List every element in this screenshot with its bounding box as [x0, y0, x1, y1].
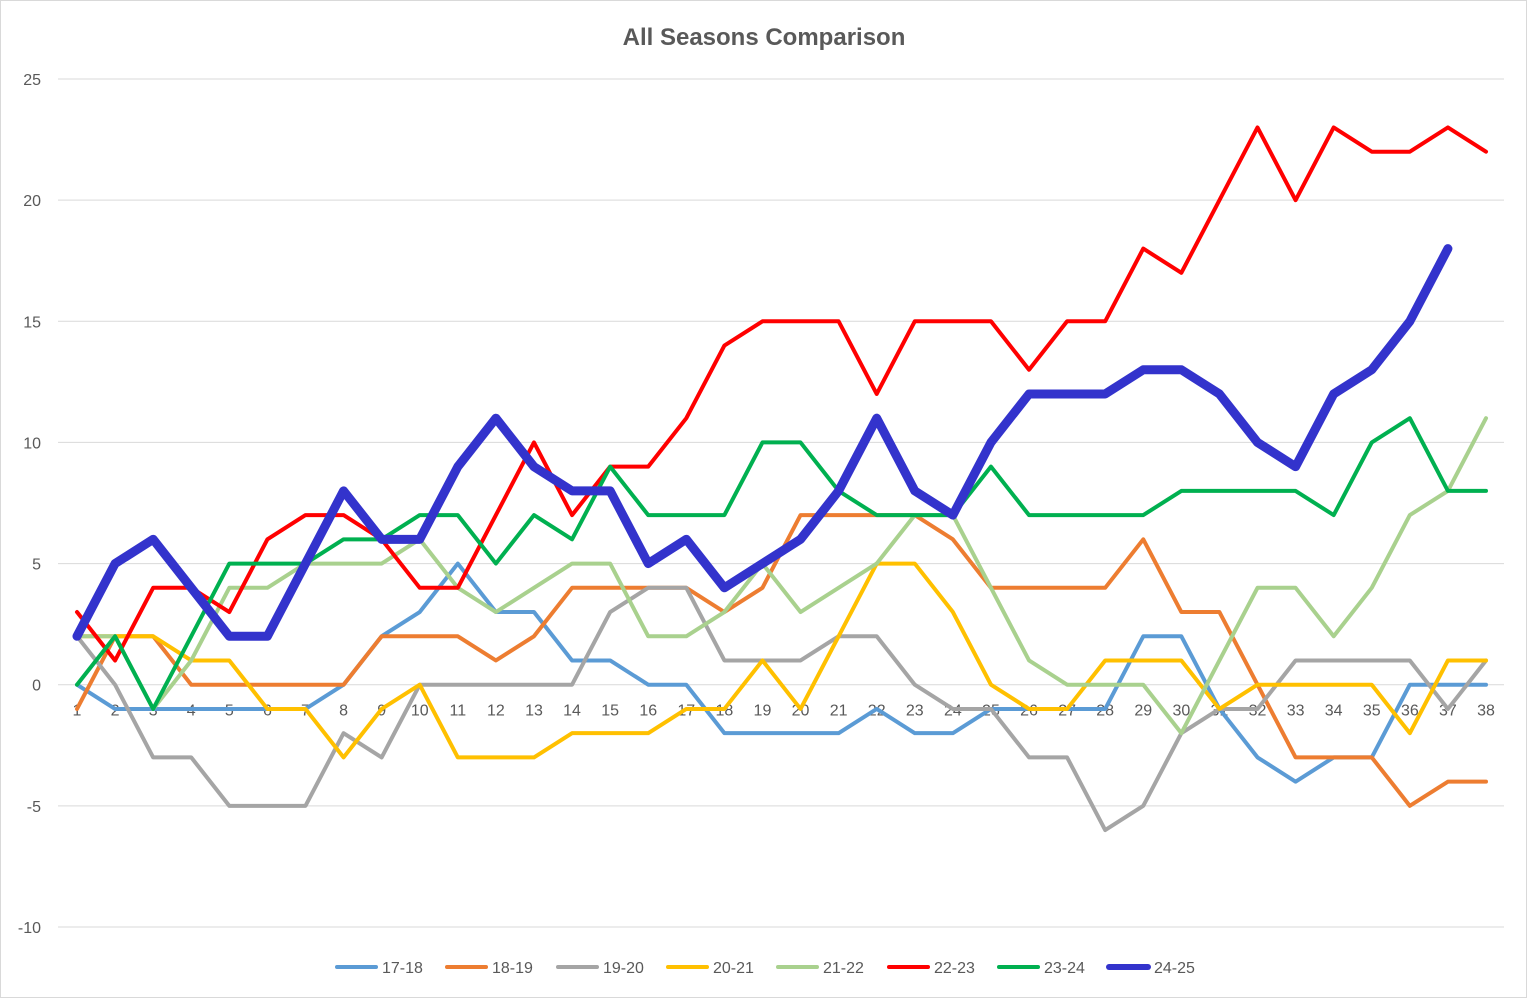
legend-label-18-19: 18-19	[492, 960, 533, 977]
x-tick-label: 34	[1325, 703, 1343, 720]
y-axis-ticks: -10 -5 0 5 10 15 20 25	[18, 72, 41, 937]
x-tick-label: 29	[1134, 703, 1152, 720]
legend-label-19-20: 19-20	[603, 960, 644, 977]
x-tick-label: 20	[792, 703, 810, 720]
y-tick-label: -5	[27, 799, 41, 816]
y-tick-label: 25	[23, 72, 41, 89]
x-tick-label: 21	[830, 703, 848, 720]
y-tick-label: 0	[32, 678, 41, 695]
x-tick-label: 38	[1477, 703, 1495, 720]
x-tick-label: 19	[754, 703, 772, 720]
x-axis-ticks: 1 2 3 4 5 6 7 8 9 10 11 12 13 14 15 16 17 18 19 20 21 22 23 24 2…	[73, 703, 1495, 720]
legend-label-21-22: 21-22	[823, 960, 864, 977]
x-tick-label: 30	[1172, 703, 1190, 720]
x-tick-label: 3	[149, 703, 158, 720]
series-line-20-21	[75, 561, 1488, 760]
legend: 17-18 18-19 19-20 20-21 21-22 22-23 23-24 24-25	[335, 960, 1195, 977]
x-tick-label: 36	[1401, 703, 1419, 720]
x-tick-label: 8	[339, 703, 348, 720]
x-tick-label: 33	[1287, 703, 1305, 720]
x-tick-label: 1	[73, 703, 82, 720]
x-tick-label: 5	[225, 703, 234, 720]
chart-title: All Seasons Comparison	[623, 24, 906, 51]
x-tick-label: 37	[1439, 703, 1457, 720]
x-tick-label: 32	[1249, 703, 1267, 720]
y-tick-label: 10	[23, 435, 41, 452]
legend-label-23-24: 23-24	[1044, 960, 1085, 977]
series-line-22-23	[75, 125, 1488, 663]
series-line-17-18	[75, 561, 1488, 784]
x-tick-label: 27	[1058, 703, 1076, 720]
series-line-21-22	[75, 416, 1488, 736]
gridlines	[58, 78, 1504, 928]
y-tick-label: 5	[32, 557, 41, 574]
x-tick-label: 16	[639, 703, 657, 720]
x-tick-label: 4	[187, 703, 196, 720]
x-tick-label: 15	[601, 703, 619, 720]
x-tick-label: 12	[487, 703, 505, 720]
legend-label-24-25: 24-25	[1154, 960, 1195, 977]
x-tick-label: 11	[450, 703, 467, 720]
x-tick-label: 18	[715, 703, 733, 720]
legend-label-17-18: 17-18	[382, 960, 423, 977]
series-line-24-25	[72, 244, 1453, 641]
y-tick-label: -10	[18, 920, 41, 937]
x-tick-label: 13	[525, 703, 543, 720]
legend-label-20-21: 20-21	[713, 960, 754, 977]
x-tick-label: 2	[111, 703, 120, 720]
series-lines	[72, 125, 1488, 833]
legend-label-22-23: 22-23	[934, 960, 975, 977]
x-tick-label: 10	[411, 703, 429, 720]
y-tick-label: 15	[23, 314, 41, 331]
y-tick-label: 20	[23, 193, 41, 210]
x-tick-label: 14	[563, 703, 581, 720]
x-tick-label: 23	[906, 703, 924, 720]
series-line-19-20	[75, 585, 1488, 833]
x-tick-label: 35	[1363, 703, 1381, 720]
x-tick-label: 6	[263, 703, 272, 720]
